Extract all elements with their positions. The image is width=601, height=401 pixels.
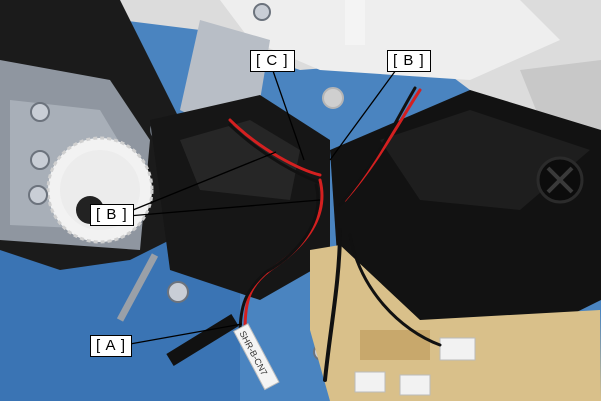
callout-a: [ A ] [90, 335, 133, 357]
callout-c: [ C ] [250, 50, 295, 72]
white-gear [46, 136, 154, 244]
central-housing-highlight [180, 120, 300, 200]
board-connector [399, 374, 431, 396]
leader-line-b-left-1 [127, 151, 277, 213]
leader-line-c [271, 67, 305, 161]
callout-b-top: [ B ] [387, 50, 431, 72]
white-housing-light [220, 0, 560, 80]
metal-rod [116, 253, 159, 322]
leader-line-b-left-2 [127, 199, 321, 217]
leader-line-b-top [329, 69, 397, 161]
leader-lines [127, 67, 397, 345]
cable-harness [228, 86, 442, 382]
board-connector [439, 337, 476, 361]
callout-b-left: [ B ] [90, 204, 134, 226]
white-housing-post [345, 0, 365, 45]
leader-line-a [129, 323, 243, 345]
board-connector [354, 371, 386, 393]
circuit-board [310, 245, 601, 401]
round-knob [536, 156, 584, 204]
white-housing-hole [322, 87, 344, 109]
